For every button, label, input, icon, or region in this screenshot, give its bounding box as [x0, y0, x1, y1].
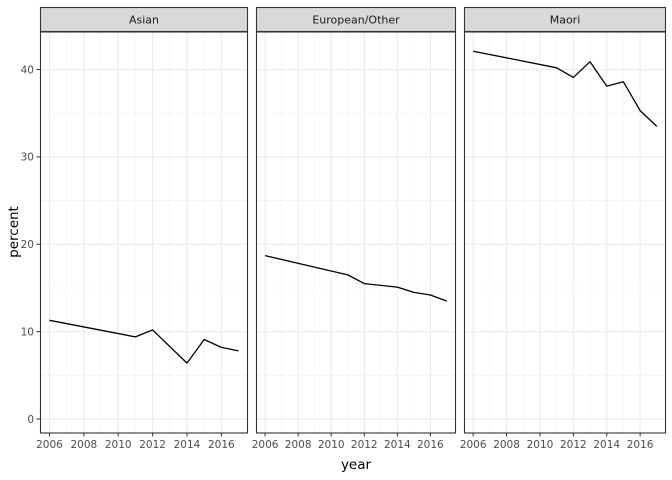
panel-background-european-other [256, 32, 456, 433]
series-line-asian [49, 319, 239, 364]
facet-label-asian: Asian [129, 14, 159, 27]
x-tick-label: 2012 [139, 439, 166, 451]
x-tick-label: 2010 [318, 439, 345, 451]
panel-background-asian [40, 32, 248, 433]
x-axis-title: year [341, 457, 372, 473]
x-tick-label: 2010 [527, 439, 554, 451]
x-tick-label: 2006 [252, 439, 279, 451]
x-tick-label: 2016 [627, 439, 654, 451]
series-line-maori [473, 50, 658, 127]
x-tick-label: 2014 [384, 439, 411, 451]
x-tick-label: 2008 [70, 439, 97, 451]
x-tick-label: 2014 [174, 439, 201, 451]
x-tick-label: 2006 [460, 439, 487, 451]
y-tick-label: 0 [27, 414, 34, 426]
x-tick-label: 2012 [351, 439, 378, 451]
facet-strip-maori [463, 6, 667, 33]
x-tick-label: 2016 [417, 439, 444, 451]
facet-label-maori: Maori [550, 14, 581, 27]
x-tick-label: 2008 [285, 439, 312, 451]
series-line-european-other [264, 255, 448, 302]
facet-strip-asian [39, 6, 249, 33]
x-tick-label: 2008 [493, 439, 520, 451]
panel-background-maori [464, 32, 666, 433]
facet-strip-european-other [255, 6, 457, 33]
y-tick-label: 10 [21, 326, 34, 338]
x-tick-label: 2006 [36, 439, 63, 451]
x-tick-label: 2012 [560, 439, 587, 451]
y-axis-title: percent [6, 206, 22, 258]
y-tick-label: 40 [21, 64, 34, 76]
x-tick-label: 2016 [208, 439, 235, 451]
facet-label-european-other: European/Other [312, 14, 400, 27]
x-tick-label: 2010 [105, 439, 132, 451]
y-tick-label: 20 [21, 239, 34, 251]
y-tick-label: 30 [21, 152, 34, 164]
x-tick-label: 2014 [593, 439, 620, 451]
